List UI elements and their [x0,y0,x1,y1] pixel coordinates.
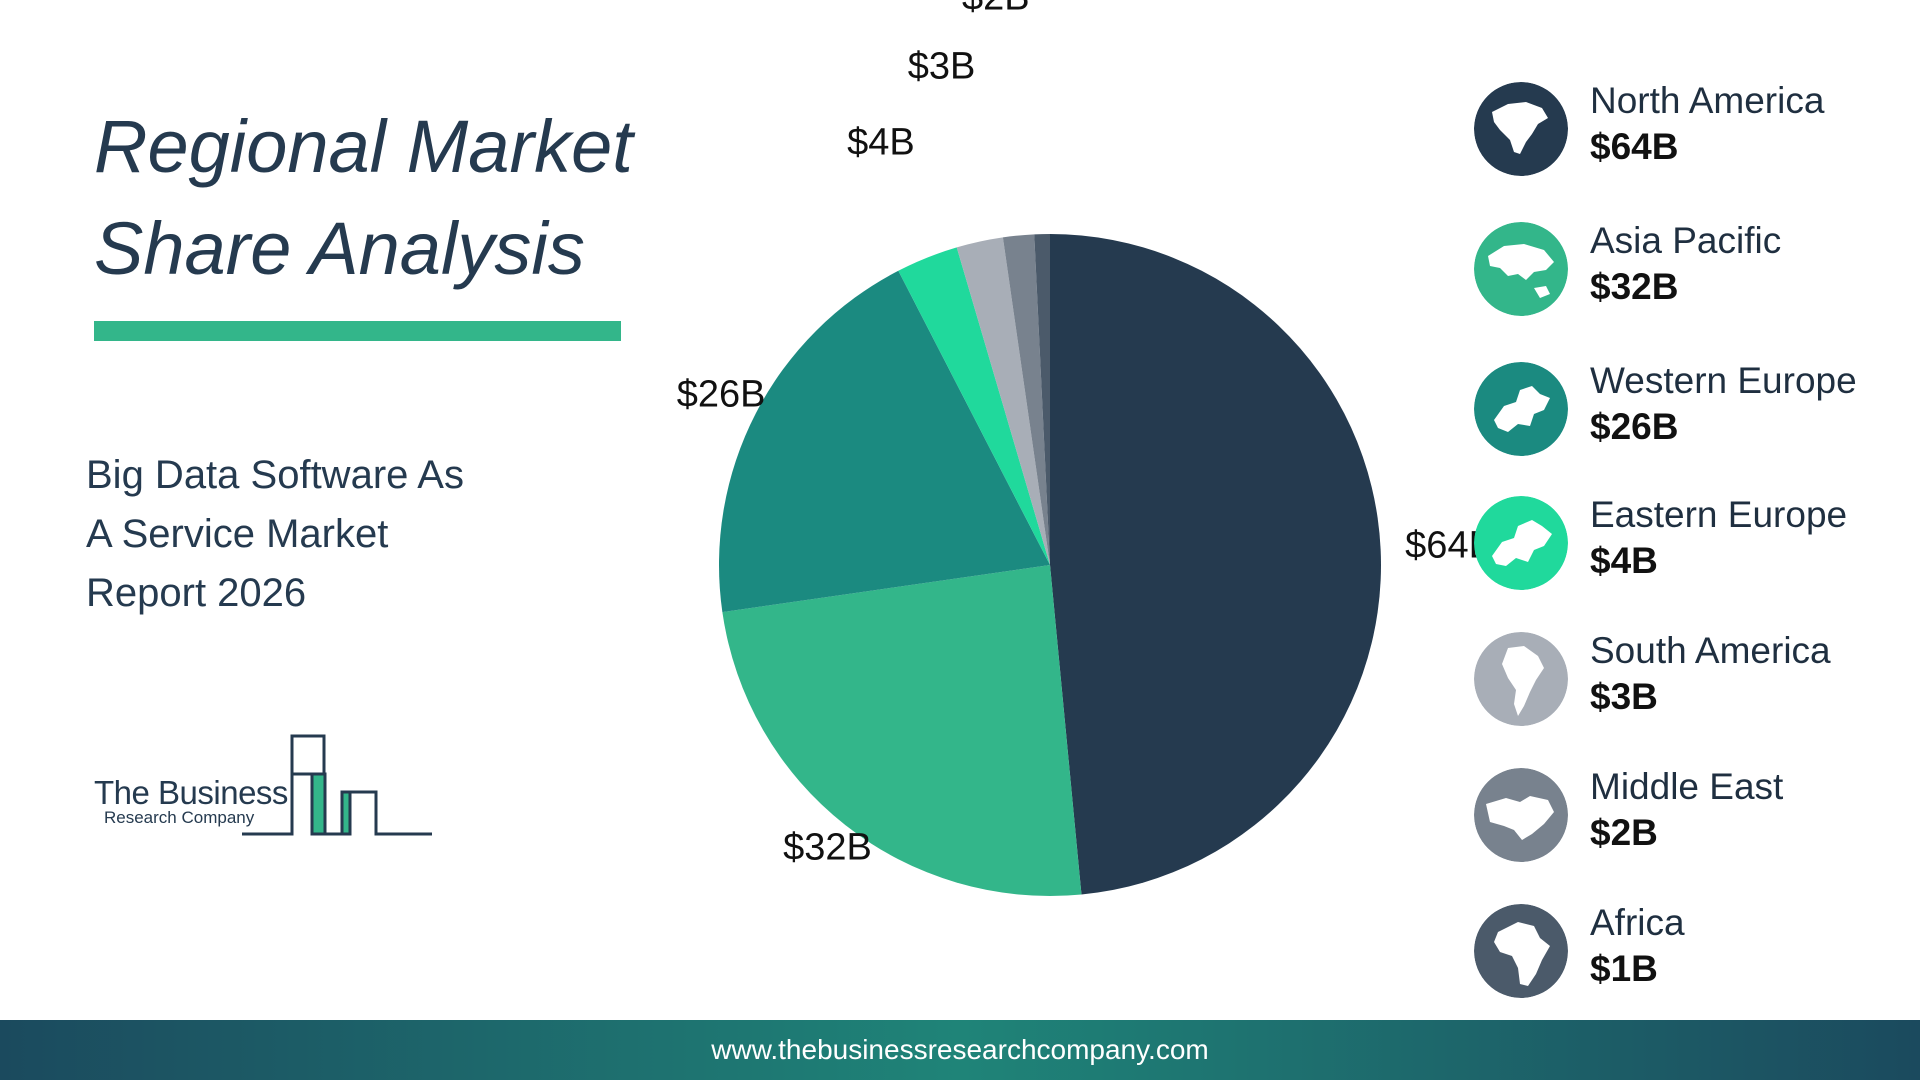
pie-slice-middle-east [1002,234,1050,565]
pie-slice-south-america [956,237,1050,565]
legend-label: Eastern Europe [1590,494,1848,535]
legend-value: $1B [1590,948,1658,989]
legend-value: $32B [1590,266,1679,307]
legend-item-middle-east: Middle East $2B [1472,766,1912,866]
legend-value: $2B [1590,812,1658,853]
legend-value: $64B [1590,126,1679,167]
pie-data-label: $2B [962,0,1030,19]
legend-item-asia-pacific: Asia Pacific $32B [1472,220,1912,320]
pie-data-label: $32B [783,826,872,869]
south-america-map-icon [1474,632,1568,726]
legend-label: Western Europe [1590,360,1857,401]
legend-item-western-europe: Western Europe $26B [1472,360,1912,460]
eastern-europe-map-icon [1474,496,1568,590]
subtitle-line-1: Big Data Software As [86,453,464,497]
pie-data-label: $26B [676,373,766,416]
title-line-1: Regional Market [94,105,633,188]
legend-label: South America [1590,630,1831,671]
pie-slice-eastern-europe [898,247,1050,565]
buildings-logo-icon [242,734,432,836]
legend-item-south-america: South America $3B [1472,630,1912,730]
company-logo: The Business Research Company [92,730,432,840]
legend-label: Africa [1590,902,1685,943]
legend-label: Middle East [1590,766,1784,807]
subtitle-line-2: A Service Market [86,512,389,556]
legend-item-africa: Africa $1B [1472,902,1912,1002]
asia-pacific-map-icon [1474,222,1568,316]
footer-bar: www.thebusinessresearchcompany.com [0,1020,1920,1080]
title-underline [94,321,621,341]
footer-url[interactable]: www.thebusinessresearchcompany.com [711,1034,1209,1065]
pie-data-label: $4B [847,121,915,164]
pie-slice-western-europe [719,270,1050,613]
logo-text-primary: The Business [94,774,288,811]
report-subtitle: Big Data Software As A Service Market Re… [86,446,526,623]
pie-chart [719,233,1382,896]
legend-value: $4B [1590,540,1658,581]
pie-slice-africa [1034,234,1050,565]
legend-label: North America [1590,80,1825,121]
middle-east-map-icon [1474,768,1568,862]
legend-label: Asia Pacific [1590,220,1782,261]
subtitle-line-3: Report 2026 [86,571,307,615]
logo-text-secondary: Research Company [104,808,255,827]
legend-value: $26B [1590,406,1679,447]
page-title: Regional Market Share Analysis [94,96,654,300]
legend-item-eastern-europe: Eastern Europe $4B [1472,494,1912,594]
western-europe-map-icon [1474,362,1568,456]
title-line-2: Share Analysis [94,207,585,290]
legend-value: $3B [1590,676,1658,717]
pie-slice-asia-pacific [722,565,1082,896]
africa-map-icon [1474,904,1568,998]
north-america-map-icon [1474,82,1568,176]
pie-slice-north-america [1050,233,1382,895]
legend-item-north-america: North America $64B [1472,80,1912,180]
pie-data-label: $3B [907,45,976,88]
